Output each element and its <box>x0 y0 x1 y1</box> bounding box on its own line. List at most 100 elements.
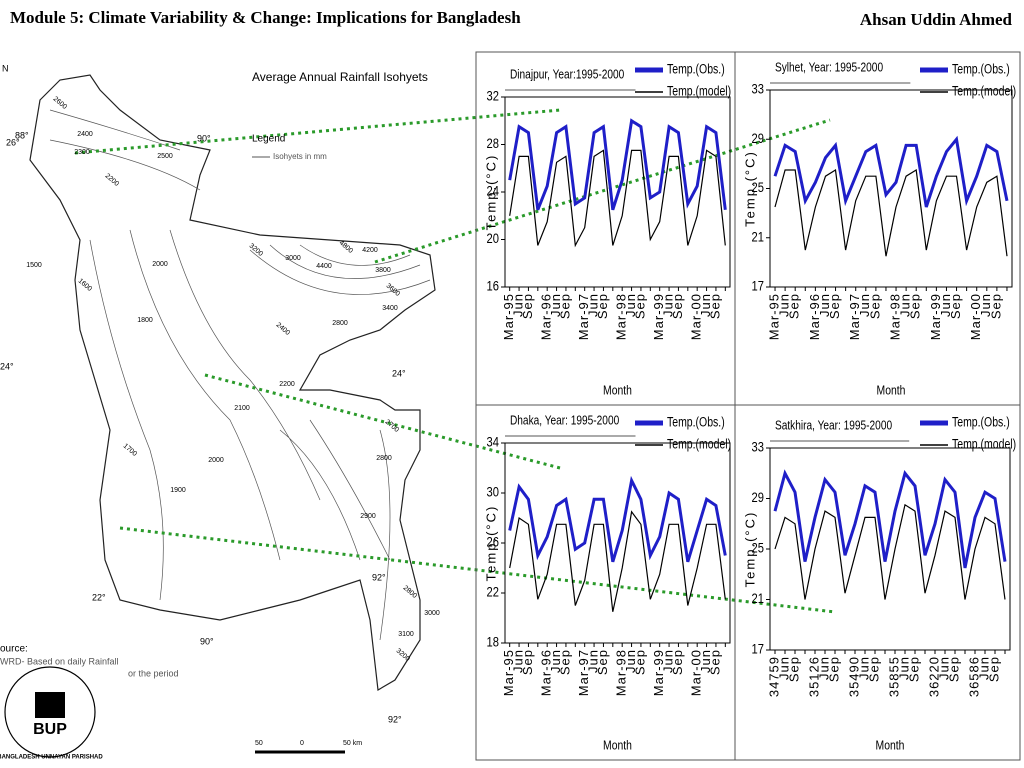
x-tick-label: 36586 <box>966 656 981 697</box>
y-tick-label: 21 <box>752 591 764 606</box>
coordinate-label: N <box>2 63 9 73</box>
y-tick-label: 32 <box>487 89 499 104</box>
x-tick-label: Jun <box>816 656 831 680</box>
x-axis-label: Month <box>603 383 632 397</box>
isohyet-label: 2400 <box>275 322 292 337</box>
x-tick-label: Sep <box>595 293 610 319</box>
x-tick-label: Jun <box>896 656 911 680</box>
coordinate-label: 24° <box>0 361 14 371</box>
x-tick-label: Mar-98 <box>887 293 902 340</box>
coordinate-label: 26° <box>6 137 20 147</box>
logo-ring <box>4 666 96 758</box>
x-axis-label: Month <box>603 738 632 752</box>
isohyet-label: 4400 <box>316 263 332 270</box>
x-tick-label: Jun <box>978 293 993 317</box>
y-tick-label: 16 <box>487 279 499 294</box>
x-tick-label: Jun <box>777 293 792 317</box>
x-tick-label: Sep <box>632 649 647 675</box>
x-tick-label: 34759 <box>766 656 781 697</box>
map-title: Average Annual Rainfall Isohyets <box>252 70 428 84</box>
map-source: ource: <box>0 644 28 655</box>
x-tick-label: Jun <box>548 293 563 317</box>
logo: BUP <box>33 721 67 738</box>
map-legend-title: Legend <box>252 134 285 145</box>
x-tick-label: Sep <box>867 293 882 319</box>
scale-label: 0 <box>300 740 304 747</box>
isohyet-label: 3600 <box>385 283 402 298</box>
x-tick-label: Sep <box>948 293 963 319</box>
x-tick-label: Jun <box>898 293 913 317</box>
logo-mark <box>35 692 65 718</box>
map-legend-item: Isohyets in mm <box>273 152 327 161</box>
coordinate-label: 90° <box>197 133 211 143</box>
y-axis-label: Temp.(°C) <box>742 150 757 227</box>
logo-ring-text: BANGLADESH UNNAYAN PARISHAD <box>0 755 103 761</box>
chart-panel <box>475 51 1021 761</box>
x-tick-label: Jun <box>698 293 713 317</box>
x-tick-label: Mar-99 <box>928 293 943 340</box>
y-tick-label: 26 <box>487 535 499 550</box>
isohyet-label: 1500 <box>26 262 42 269</box>
series-line <box>774 503 1006 600</box>
chart-title: Satkhira, Year: 1995-2000 <box>775 418 893 432</box>
x-tick-label: 35126 <box>806 656 821 697</box>
x-tick-label: Jun <box>511 649 526 673</box>
x-tick-label: Jun <box>623 649 638 673</box>
x-tick-label: Mar-98 <box>614 649 629 696</box>
chart: Sylhet, Year: 1995-20001721252933Mar-95J… <box>742 60 1016 397</box>
x-tick-label: Jun <box>976 656 991 680</box>
y-tick-label: 33 <box>752 440 764 455</box>
x-tick-label: Sep <box>988 293 1003 319</box>
isohyet-label: 2600 <box>52 96 69 111</box>
y-tick-label: 21 <box>752 229 764 244</box>
x-tick-label: Mar-96 <box>807 293 822 340</box>
x-tick-label: Mar-96 <box>539 293 554 340</box>
legend-label: Temp.(Obs.) <box>667 61 725 77</box>
chart-title: Dinajpur, Year:1995-2000 <box>510 67 625 81</box>
legend-label: Temp.(model) <box>952 83 1016 99</box>
x-tick-label: Mar-96 <box>539 649 554 696</box>
x-tick-label: Mar-95 <box>501 649 516 696</box>
y-tick-label: 20 <box>487 231 499 246</box>
x-tick-label: Sep <box>786 656 801 682</box>
isohyet-label: 3000 <box>285 255 301 262</box>
isohyet-label: 2300 <box>74 149 90 156</box>
x-tick-label: Sep <box>707 293 722 319</box>
y-tick-label: 22 <box>487 585 499 600</box>
x-tick-label: Sep <box>946 656 961 682</box>
isohyet-label: 3400 <box>382 305 398 312</box>
legend-label: Temp.(model) <box>952 436 1016 452</box>
isohyet-label: 2200 <box>104 173 121 188</box>
x-tick-label: Sep <box>866 656 881 682</box>
isohyet-label: 1900 <box>170 487 186 494</box>
isohyet-label: 2800 <box>402 585 419 600</box>
map <box>29 74 436 691</box>
chart-title: Dhaka, Year: 1995-2000 <box>510 413 620 427</box>
y-axis-label: Temp.(°C) <box>742 511 757 588</box>
isohyet-label: 3100 <box>398 631 414 638</box>
x-tick-label: Sep <box>826 656 841 682</box>
map-source-line: WRD- Based on daily Rainfall <box>0 656 119 666</box>
map-source-line: or the period <box>128 668 179 678</box>
country-outline <box>29 74 436 691</box>
series-line <box>509 149 726 248</box>
x-tick-label: Mar-97 <box>576 649 591 696</box>
x-tick-label: Jun <box>548 649 563 673</box>
isohyet-label: 2200 <box>279 381 295 388</box>
x-tick-label: Mar-95 <box>766 293 781 340</box>
x-tick-label: Jun <box>698 649 713 673</box>
scale-label: 50 <box>255 740 263 747</box>
x-tick-label: Sep <box>908 293 923 319</box>
x-axis-label: Month <box>876 738 905 752</box>
y-tick-label: 34 <box>487 435 499 450</box>
y-tick-label: 25 <box>752 180 764 195</box>
chart: Satkhira, Year: 1995-2000 17 21 25 29 33 34759… <box>742 414 1016 752</box>
x-tick-label: Jun <box>623 293 638 317</box>
isohyet-label: 2400 <box>77 131 93 138</box>
x-tick-label: Sep <box>670 649 685 675</box>
isohyet-label: 1800 <box>137 317 153 324</box>
x-tick-label: Sep <box>632 293 647 319</box>
coordinate-label: 90° <box>200 636 214 646</box>
